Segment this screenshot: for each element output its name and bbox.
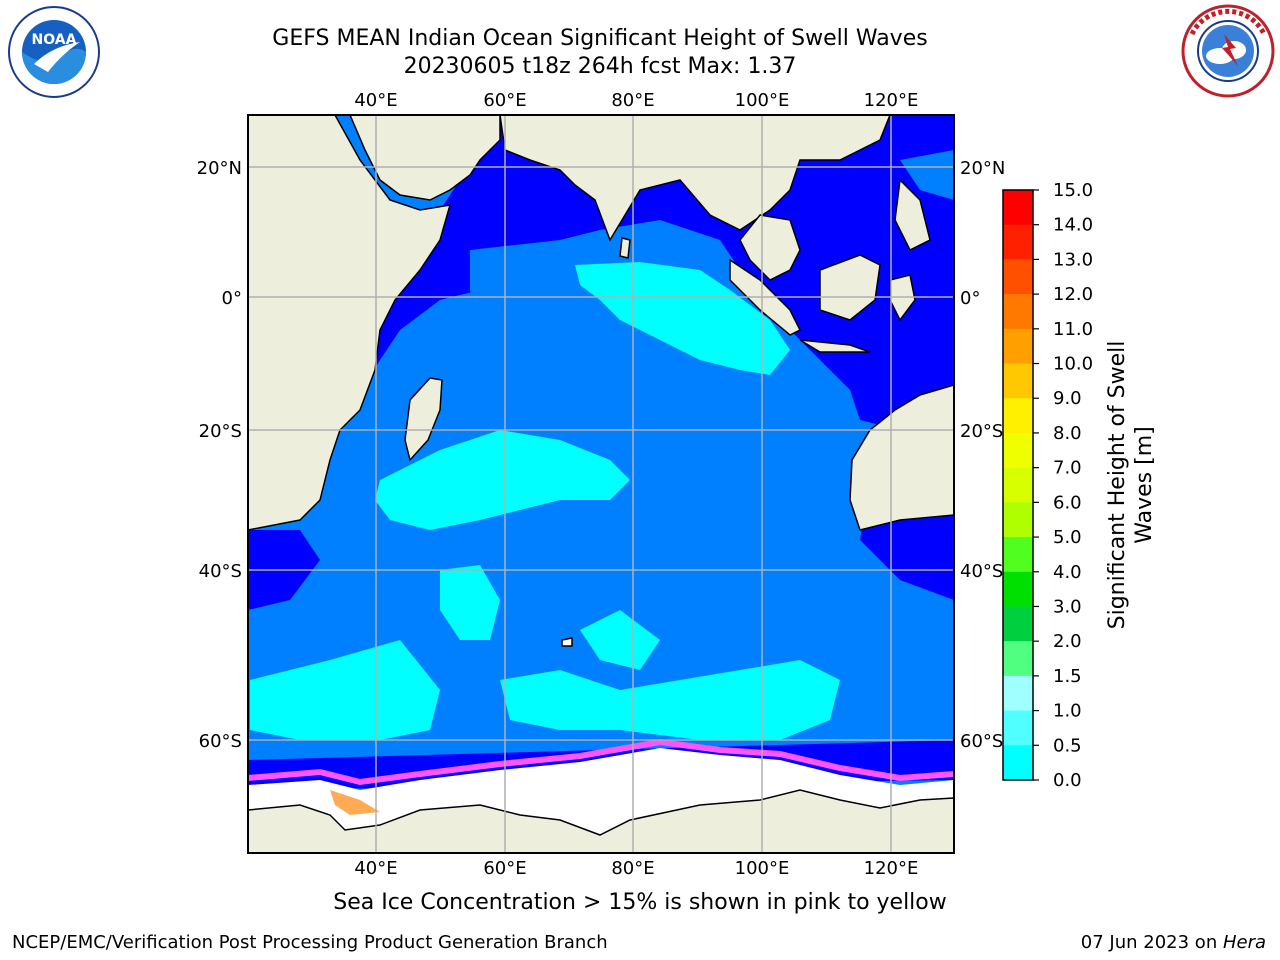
colorbar-segment [1003, 745, 1033, 781]
land-borneo [819, 254, 881, 321]
colorbar-segment [1003, 328, 1033, 365]
lon-label: 120°E [864, 858, 919, 879]
lat-label: 20°N [197, 158, 242, 179]
land-antarctica [248, 789, 954, 853]
lon-labels-bottom: 40°E 60°E 80°E 100°E 120°E [354, 858, 918, 879]
colorbar-segment [1003, 502, 1033, 538]
colorbar-segment [1003, 710, 1033, 746]
land-indochina [739, 214, 801, 281]
land-arabia [349, 115, 501, 201]
lat-label: 60°S [199, 731, 242, 752]
host-name: Hera [1222, 932, 1266, 953]
colorbar-tick-label: 5.0 [1053, 527, 1082, 548]
lat-label: 0° [222, 288, 242, 309]
lon-label: 40°E [354, 90, 397, 111]
colorbar-segment [1003, 432, 1033, 469]
lon-label: 60°E [483, 858, 526, 879]
colorbar-tick-label: 13.0 [1053, 249, 1093, 270]
map-subtitle: 20230605 t18z 264h fcst Max: 1.37 [403, 54, 797, 79]
ocean-high-patch [580, 610, 660, 670]
noaa-logo-text: NOAA [32, 32, 77, 48]
lon-label: 80°E [611, 90, 654, 111]
colorbar-tick-label: 15.0 [1053, 180, 1093, 201]
lat-label: 40°S [199, 561, 242, 582]
colorbar-tick-label: 1.0 [1053, 701, 1082, 722]
lon-label: 40°E [354, 858, 397, 879]
land-africa [248, 115, 452, 531]
lat-label: 0° [960, 288, 980, 309]
lat-labels-right: 20°N 0° 20°S 40°S 60°S [960, 158, 1005, 752]
ocean-high-south [500, 660, 840, 740]
lat-label: 20°S [960, 421, 1003, 442]
colorbar-segment [1003, 363, 1033, 399]
lat-label: 60°S [960, 731, 1003, 752]
colorbar-tick-label: 3.0 [1053, 596, 1082, 617]
noaa-logo: NOAA [8, 6, 100, 98]
colorbar-segment [1003, 398, 1033, 434]
lon-label: 80°E [611, 858, 654, 879]
colorbar-tick-label: 4.0 [1053, 562, 1082, 583]
lat-label: 40°S [960, 561, 1003, 582]
ocean-high-40s [440, 565, 500, 640]
ocean-low-north [330, 115, 954, 430]
colorbar-segment [1003, 224, 1033, 260]
colorbar-frame [1002, 189, 1034, 781]
date-text: 07 Jun 2023 on [1080, 932, 1223, 953]
land-australia [849, 384, 954, 531]
lon-label: 100°E [735, 90, 790, 111]
land-philippines [894, 178, 931, 252]
colorbar-tick-label: 7.0 [1053, 458, 1082, 479]
sea-ice-edge [248, 738, 954, 786]
credit-text: NCEP/EMC/Verification Post Processing Pr… [12, 932, 608, 953]
lat-labels-left: 20°N 0° 20°S 40°S 60°S [197, 158, 242, 752]
land-kerguelen [561, 637, 573, 647]
sea-ice-note: Sea Ice Concentration > 15% is shown in … [333, 890, 947, 915]
colorbar-segment [1003, 537, 1033, 573]
land-sri-lanka [619, 237, 631, 259]
colorbar-tick-label: 6.0 [1053, 492, 1082, 513]
colorbar-segment [1003, 641, 1033, 677]
land-asia [499, 115, 891, 242]
colorbar-tick-label: 11.0 [1053, 319, 1093, 340]
nws-logo [1181, 4, 1275, 98]
colorbar-segment [1003, 571, 1033, 607]
ocean-high-equator [575, 262, 790, 375]
colorbar-segment [1003, 606, 1033, 642]
colorbar-segment [1003, 190, 1033, 226]
land-java [799, 339, 871, 353]
lon-label: 100°E [735, 858, 790, 879]
lon-label: 60°E [483, 90, 526, 111]
map-gridlines [248, 115, 954, 853]
colorbar [1002, 189, 1034, 781]
map-title: GEFS MEAN Indian Ocean Significant Heigh… [272, 26, 928, 51]
colorbar-tick-label: 2.0 [1053, 631, 1082, 652]
land-madagascar [404, 377, 443, 462]
colorbar-segment [1003, 675, 1033, 712]
ocean-mid-ne [900, 150, 954, 200]
map-frame [247, 114, 955, 854]
colorbar-tick-label: 12.0 [1053, 284, 1093, 305]
colorbar-segment [1003, 294, 1033, 330]
colorbar-tick-label: 10.0 [1053, 354, 1093, 375]
colorbar-tick-label: 9.0 [1053, 388, 1082, 409]
ocean-high-20s [375, 430, 630, 530]
lat-label: 20°S [199, 421, 242, 442]
ocean-high-sw [250, 640, 440, 740]
colorbar-segment [1003, 467, 1033, 503]
lat-label: 20°N [960, 158, 1005, 179]
colorbar-label-line2: Waves [m] [1132, 426, 1157, 543]
lon-labels-top: 40°E 60°E 80°E 100°E 120°E [354, 90, 918, 111]
colorbar-tick-label: 8.0 [1053, 423, 1082, 444]
colorbar-tick-label: 14.0 [1053, 215, 1093, 236]
colorbar-ticks: 15.0 14.0 13.0 12.0 11.0 10.0 9.0 8.0 7.0 6.0 5.0 4… [1033, 180, 1093, 791]
colorbar-tick-label: 0.0 [1053, 770, 1082, 791]
sea-ice-high-concentration [330, 790, 380, 815]
colorbar-tick-label: 1.5 [1053, 666, 1082, 687]
colorbar-tick-label: 0.5 [1053, 735, 1082, 756]
colorbar-segment [1003, 259, 1033, 295]
colorbar-label-line1: Significant Height of Swell [1105, 341, 1130, 630]
date-stamp: 07 Jun 2023 on Hera [1081, 932, 1266, 953]
lon-label: 120°E [864, 90, 919, 111]
